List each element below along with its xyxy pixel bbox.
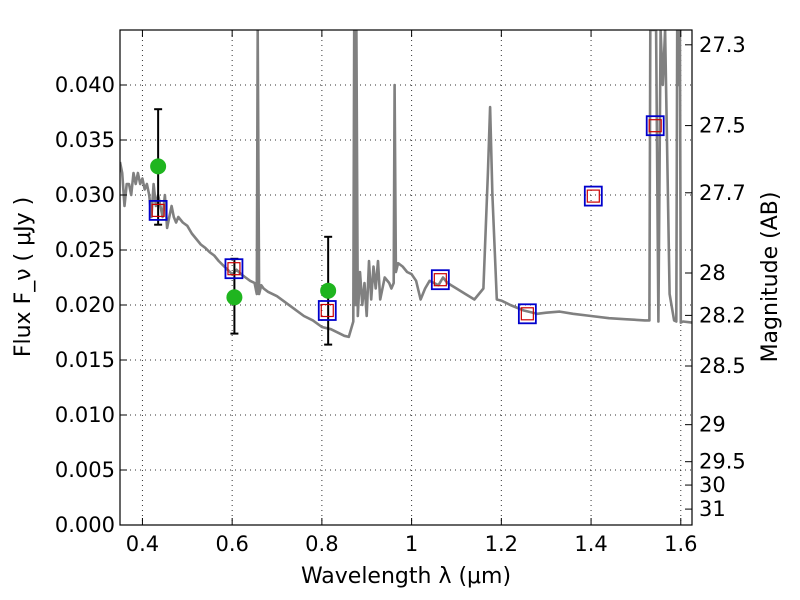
observed-points — [150, 158, 337, 306]
model-band-box — [430, 269, 450, 291]
y2-tick-label: 28.2 — [699, 303, 746, 327]
y2-tick-label: 28 — [699, 261, 726, 285]
x-axis-label-text: Wavelength λ (μm) — [301, 564, 511, 589]
y2-axis-label: Magnitude (AB) — [758, 192, 783, 363]
error-bars — [154, 108, 333, 346]
model-band-box — [645, 115, 665, 137]
x-axis-label: Wavelength λ (μm) — [301, 564, 511, 589]
model-band-inner-box — [433, 273, 447, 287]
x-tick-label: 1.2 — [485, 532, 518, 556]
model-band-inner-box — [520, 307, 534, 321]
y2-tick-label: 28.5 — [699, 354, 746, 378]
y-tick-label: 0.020 — [55, 293, 115, 317]
observed-point — [150, 158, 167, 175]
y2-tick-label: 29.5 — [699, 450, 746, 474]
x-tick-label: 1.6 — [664, 532, 697, 556]
grid — [120, 30, 692, 526]
y-tick-label: 0.030 — [55, 183, 115, 207]
model-band-inner-box — [648, 119, 662, 133]
model-band-box — [224, 258, 244, 280]
model-band-box — [317, 300, 337, 321]
model-band-inner-box — [320, 303, 334, 318]
y2-tick-label: 31 — [699, 497, 726, 521]
y-axis-label-text: Flux F_ν ( μJy ) — [11, 197, 36, 357]
y-axis-ticks: 0.000 0.005 0.010 0.015 0.020 0.025 0.030 0.035… — [55, 73, 127, 537]
y-tick-label: 0.005 — [55, 458, 115, 482]
y2-tick-label: 27.5 — [699, 114, 746, 138]
model-band-points — [148, 115, 665, 325]
y-tick-label: 0.035 — [55, 128, 115, 152]
model-band-inner-box — [151, 203, 165, 217]
x-axis-ticks: 0.4 0.6 0.8 1 1.2 1.4 1.6 — [126, 30, 697, 556]
x-tick-label: 0.8 — [305, 532, 338, 556]
x-tick-label: 1 — [405, 532, 418, 556]
model-band-inner-box — [227, 262, 241, 276]
model-band-box — [583, 185, 603, 207]
y2-tick-label: 29 — [699, 413, 726, 437]
model-band-inner-box — [586, 189, 600, 203]
y2-tick-label: 27.7 — [699, 181, 746, 205]
y-tick-label: 0.015 — [55, 348, 115, 372]
model-spectrum — [120, 30, 692, 339]
y2-tick-label: 30 — [699, 473, 726, 497]
x-tick-label: 0.4 — [126, 532, 159, 556]
model-band-box — [517, 303, 537, 325]
model-band-box — [148, 199, 168, 221]
y-tick-label: 0.040 — [55, 73, 115, 97]
y-tick-label: 0.010 — [55, 403, 115, 427]
observed-point — [320, 282, 337, 299]
plot-frame — [119, 29, 693, 526]
y-tick-label: 0.025 — [55, 238, 115, 262]
y2-tick-label: 27.3 — [699, 33, 746, 57]
x-tick-label: 0.6 — [215, 532, 248, 556]
y-tick-label: 0.000 — [55, 513, 115, 537]
y-axis-label: Flux F_ν ( μJy ) — [11, 197, 36, 357]
observed-point — [226, 289, 243, 306]
x-tick-label: 1.4 — [574, 532, 607, 556]
y2-axis-label-text: Magnitude (AB) — [758, 192, 783, 363]
model-spectrum-line — [120, 30, 692, 339]
